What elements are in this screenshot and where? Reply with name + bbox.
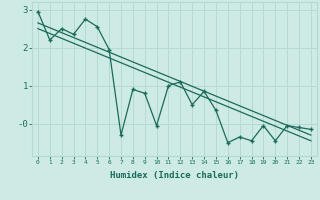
X-axis label: Humidex (Indice chaleur): Humidex (Indice chaleur) bbox=[110, 171, 239, 180]
